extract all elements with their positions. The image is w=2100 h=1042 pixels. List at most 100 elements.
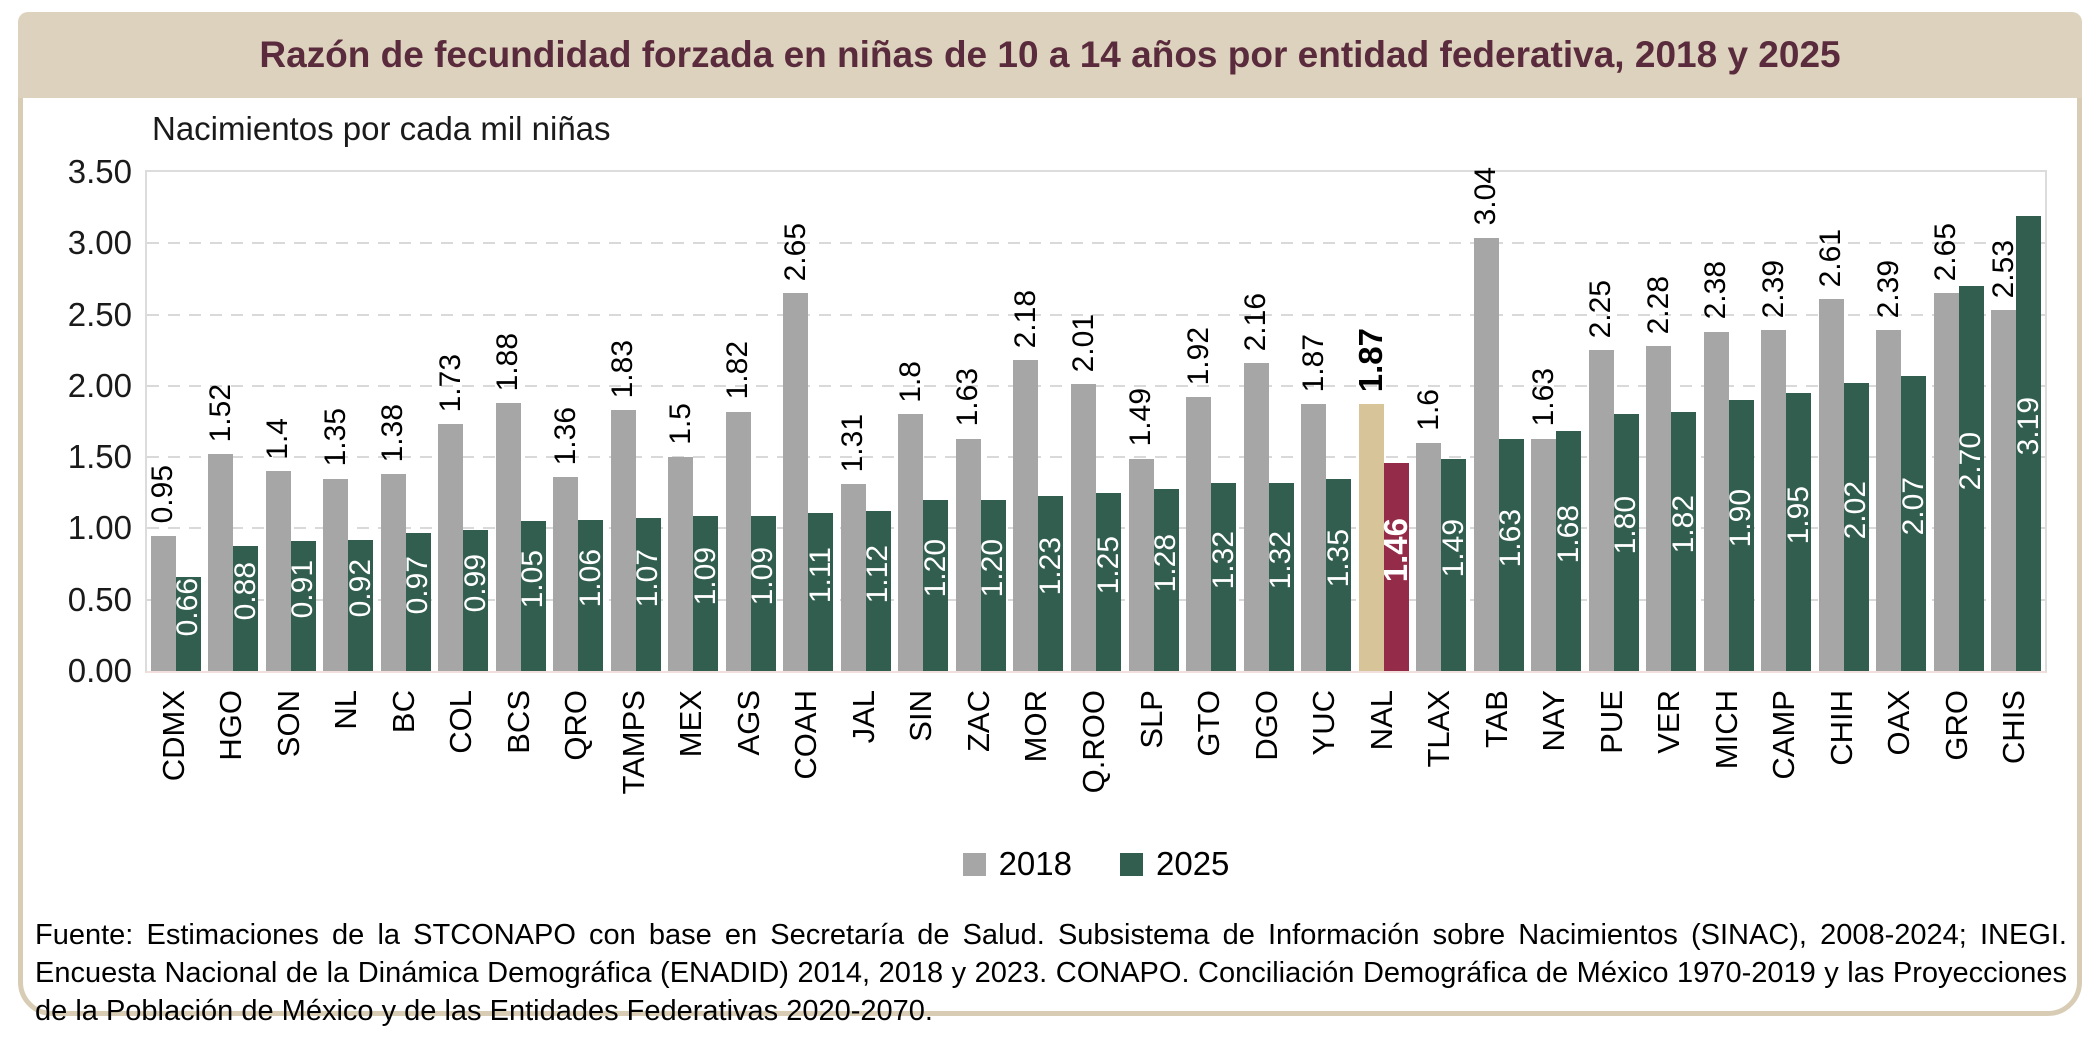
x-label-MEX: MEX xyxy=(673,690,709,758)
bar-2018-CAMP xyxy=(1761,330,1787,671)
value-label-wrap-2025-NL: 0.92 xyxy=(344,540,377,671)
value-label-wrap-2025-OAX: 2.07 xyxy=(1897,376,1930,671)
bar-2025-QRO xyxy=(578,519,604,671)
value-label-2025-TAMPS: 1.07 xyxy=(631,548,665,607)
value-label-wrap-2025-CDMX: 0.66 xyxy=(171,577,204,671)
value-label-wrap-2025-QRO: 1.06 xyxy=(574,520,607,671)
value-label-wrap-2025-AGS: 1.09 xyxy=(746,516,779,671)
legend-swatch-2025 xyxy=(1120,852,1143,876)
value-label-2018-MOR: 2.18 xyxy=(1008,289,1042,349)
value-label-wrap-2025-ZAC: 1.20 xyxy=(976,500,1009,671)
value-label-2025-JAL: 1.12 xyxy=(861,544,895,604)
bar-2025-BCS xyxy=(520,521,546,671)
gridline-3.00 xyxy=(147,242,2045,245)
y-tick-0.50: 0.50 xyxy=(67,580,132,618)
bar-2025-CHIH xyxy=(1843,383,1869,671)
x-label-JAL: JAL xyxy=(845,690,881,744)
value-label-wrap-2025-Q.ROO: 1.25 xyxy=(1092,493,1125,671)
x-label-NAL: NAL xyxy=(1363,690,1399,751)
x-label-QRO: QRO xyxy=(558,690,594,761)
value-label-2025-SIN: 1.20 xyxy=(918,539,952,598)
value-label-2018-MICH: 2.38 xyxy=(1699,261,1733,320)
value-label-wrap-2025-VER: 1.82 xyxy=(1667,412,1700,671)
value-label-2018-PUE: 2.25 xyxy=(1584,279,1618,339)
x-label-SON: SON xyxy=(270,690,306,758)
x-label-VER: VER xyxy=(1651,690,1687,754)
x-label-Q.ROO: Q.ROO xyxy=(1076,690,1111,794)
bar-2025-Q.ROO xyxy=(1096,492,1121,671)
value-label-wrap-2025-DGO: 1.32 xyxy=(1264,483,1297,671)
value-label-2018-QRO: 1.36 xyxy=(548,406,582,466)
value-label-2025-TAB: 1.63 xyxy=(1494,508,1528,567)
value-label-2018-NAL: 1.87 xyxy=(1352,328,1390,393)
bar-2018-COAH xyxy=(783,293,809,671)
bar-2018-BC xyxy=(380,474,406,671)
bar-2018-MEX xyxy=(668,457,694,671)
bar-2018-HGO xyxy=(208,454,234,671)
x-label-HGO: HGO xyxy=(213,690,249,761)
bar-2018-COL xyxy=(438,424,464,671)
bar-2018-TLAX xyxy=(1416,442,1442,671)
bar-2025-JAL xyxy=(865,511,891,671)
bar-2018-QRO xyxy=(553,477,579,671)
bar-2025-ZAC xyxy=(980,499,1006,671)
bar-2018-MOR xyxy=(1013,360,1039,671)
x-label-YUC: YUC xyxy=(1306,690,1342,756)
bar-2018-Q.ROO xyxy=(1071,384,1096,671)
value-label-2025-NAL: 1.46 xyxy=(1377,517,1415,583)
value-label-wrap-2025-JAL: 1.12 xyxy=(861,511,894,671)
value-label-2025-MOR: 1.23 xyxy=(1033,537,1067,596)
x-label-OAX: OAX xyxy=(1881,690,1917,756)
value-label-2025-COL: 0.99 xyxy=(458,554,492,613)
bar-2025-NAY xyxy=(1556,431,1582,671)
value-label-2025-VER: 1.82 xyxy=(1666,495,1700,554)
value-label-wrap-2025-HGO: 0.88 xyxy=(229,546,262,671)
bar-2025-PUE xyxy=(1613,414,1639,671)
value-label-2018-NAY: 1.63 xyxy=(1526,368,1560,427)
value-label-2018-TAMPS: 1.83 xyxy=(606,339,640,399)
value-label-2025-CHIS: 3.19 xyxy=(2011,397,2045,456)
value-label-2018-GRO: 2.65 xyxy=(1929,222,1963,282)
value-label-2025-MEX: 1.09 xyxy=(688,547,722,606)
bar-2025-COL xyxy=(463,529,489,671)
bar-2025-TAB xyxy=(1498,438,1524,671)
bar-2018-CDMX xyxy=(150,535,176,671)
value-label-wrap-2025-SIN: 1.20 xyxy=(919,500,952,671)
x-label-NAY: NAY xyxy=(1536,690,1572,752)
value-label-2018-TAB: 3.04 xyxy=(1469,167,1503,226)
value-label-wrap-2025-PUE: 1.80 xyxy=(1609,414,1642,671)
bar-2025-VER xyxy=(1671,411,1697,671)
value-label-2018-BC: 1.38 xyxy=(376,403,410,463)
bar-2018-CHIS xyxy=(1991,310,2017,671)
value-label-2018-MEX: 1.5 xyxy=(663,403,697,446)
value-label-2025-CAMP: 1.95 xyxy=(1781,485,1815,545)
value-label-2025-CDMX: 0.66 xyxy=(171,577,205,637)
y-tick-2.00: 2.00 xyxy=(67,366,132,404)
value-label-2025-CHIH: 2.02 xyxy=(1839,480,1873,540)
axis-units-label: Nacimientos por cada mil niñas xyxy=(152,110,611,147)
value-label-2025-MICH: 1.90 xyxy=(1724,489,1758,548)
legend-item-2025: 2025 xyxy=(1120,845,1229,883)
bar-2025-HGO xyxy=(233,545,259,671)
value-label-2025-QRO: 1.06 xyxy=(573,549,607,608)
bar-2018-AGS xyxy=(725,411,751,671)
bar-2018-TAMPS xyxy=(610,410,636,671)
value-label-2025-COAH: 1.11 xyxy=(803,546,837,603)
gridline-1.50 xyxy=(147,456,2045,459)
x-label-SIN: SIN xyxy=(903,690,939,742)
value-label-2025-SON: 0.91 xyxy=(286,559,320,619)
value-label-wrap-2025-NAL: 1.46 xyxy=(1377,463,1414,671)
source-note: Fuente: Estimaciones de la STCONAPO con … xyxy=(35,919,2067,1027)
bar-2018-SLP xyxy=(1128,458,1154,671)
value-label-2025-DGO: 1.32 xyxy=(1264,530,1298,590)
x-label-TAB: TAB xyxy=(1478,690,1514,748)
x-axis: CDMX HGO SON NL BC COL BCS QRO TAMPS MEX AGS COAH JA… xyxy=(145,684,2047,834)
value-label-wrap-2025-CAMP: 1.95 xyxy=(1782,393,1815,671)
value-label-2025-YUC: 1.35 xyxy=(1321,528,1355,587)
bar-2018-GTO xyxy=(1186,397,1212,671)
value-label-2018-ZAC: 1.63 xyxy=(951,368,985,427)
value-label-2025-GRO: 2.70 xyxy=(1954,432,1988,491)
value-label-2018-COAH: 2.65 xyxy=(778,222,812,282)
value-label-2018-AGS: 1.82 xyxy=(721,341,755,400)
